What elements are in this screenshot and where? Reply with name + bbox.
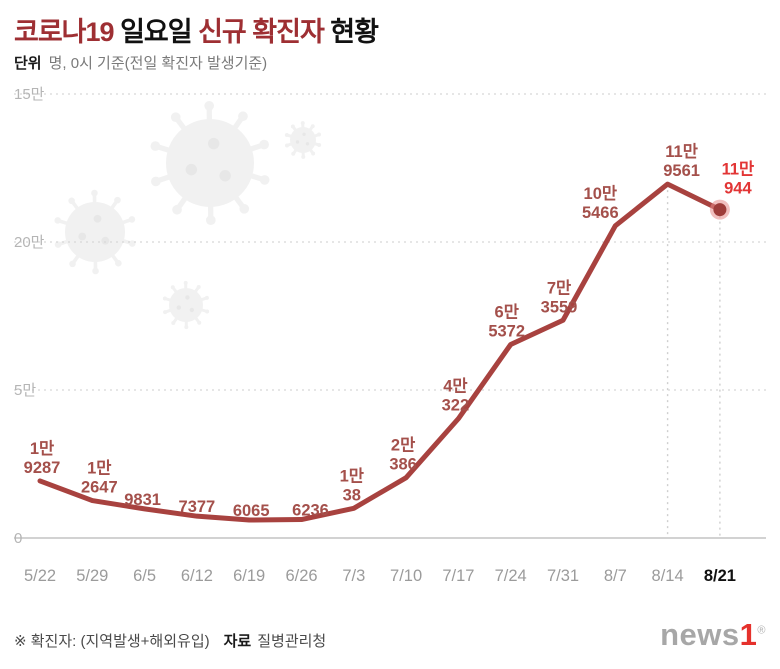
chart-subtitle: 단위 명, 0시 기준(전일 확진자 발생기준) <box>14 52 267 73</box>
data-label: 944 <box>724 180 752 198</box>
x-axis-label: 6/19 <box>233 567 265 585</box>
x-axis-label: 7/10 <box>390 567 422 585</box>
source-text: 질병관리청 <box>257 633 327 650</box>
x-axis-label: 7/31 <box>547 567 579 585</box>
data-label: 3559 <box>541 298 578 316</box>
y-axis-label: 5만 <box>14 382 36 399</box>
logo-news-text: news <box>660 617 740 652</box>
data-label: 1만 <box>340 466 364 485</box>
data-label: 7377 <box>179 498 216 516</box>
data-label: 9287 <box>24 459 61 477</box>
trend-line <box>37 181 723 523</box>
x-axis-label: 5/22 <box>24 567 56 585</box>
data-label: 11만 <box>722 160 755 179</box>
data-label: 11만 <box>665 142 698 161</box>
x-axis-label: 5/29 <box>76 567 108 585</box>
footer-note: ※ 확진자: (지역발생+해외유입) 자료 질병관리청 <box>14 630 326 651</box>
data-label: 5372 <box>488 322 525 340</box>
data-label: 1만 <box>87 459 111 478</box>
x-axis-label: 6/5 <box>133 567 156 585</box>
data-label: 7만 <box>547 278 571 297</box>
data-label: 1만 <box>30 439 54 458</box>
data-label: 10만 <box>584 184 618 203</box>
registered-mark-icon: ® <box>757 624 766 637</box>
virus-decoration-icon <box>284 121 322 159</box>
source-label: 자료 <box>223 633 252 650</box>
title-segment: 코로나19 <box>14 17 121 47</box>
x-axis-label: 7/3 <box>342 567 365 585</box>
x-axis-label: 7/24 <box>495 567 527 585</box>
x-axis-label: 6/26 <box>285 567 317 585</box>
confirmed-note: ※ 확진자: (지역발생+해외유입) <box>14 633 210 650</box>
data-label: 5466 <box>582 204 619 222</box>
unit-label: 단위 <box>14 55 42 72</box>
virus-decoration-icon <box>150 100 270 226</box>
news1-logo: news1® <box>660 617 766 653</box>
y-axis-label: 20만 <box>14 234 45 251</box>
virus-decoration-icon <box>54 189 136 275</box>
data-label: 2만 <box>391 436 415 455</box>
data-label: 2647 <box>81 479 118 497</box>
data-label: 38 <box>343 486 361 504</box>
data-label: 322 <box>442 397 470 415</box>
logo-one-text: 1 <box>739 617 758 652</box>
data-label: 6만 <box>495 302 519 321</box>
y-axis-label: 0 <box>14 530 22 547</box>
y-axis-label: 15만 <box>14 86 45 103</box>
data-label: 4만 <box>443 377 467 396</box>
x-axis-label: 6/12 <box>181 567 213 585</box>
data-label: 386 <box>389 456 417 474</box>
x-axis-label: 8/14 <box>652 567 684 585</box>
x-axis-label: 8/21 <box>704 567 736 585</box>
unit-text: 명, 0시 기준(전일 확진자 발생기준) <box>48 55 268 72</box>
data-label: 9831 <box>124 491 161 509</box>
current-point-marker <box>713 203 727 217</box>
title-segment: 일요일 <box>120 17 199 47</box>
x-axis-label: 7/17 <box>442 567 474 585</box>
page-title: 코로나19 일요일 신규 확진자 현황 <box>14 10 379 49</box>
virus-decoration-icon <box>162 280 210 330</box>
data-label: 6065 <box>233 502 270 520</box>
data-label: 9561 <box>663 162 700 180</box>
title-segment: 현황 <box>330 17 379 47</box>
data-label: 6236 <box>292 502 329 520</box>
x-axis-label: 8/7 <box>604 567 627 585</box>
title-segment: 신규 확진자 <box>198 17 331 47</box>
